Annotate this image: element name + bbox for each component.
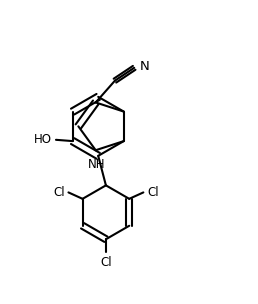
Text: Cl: Cl <box>100 256 112 269</box>
Text: HO: HO <box>34 133 52 146</box>
Text: Cl: Cl <box>147 186 159 199</box>
Text: Cl: Cl <box>53 186 64 199</box>
Text: NH: NH <box>88 158 106 171</box>
Text: N: N <box>140 60 150 73</box>
